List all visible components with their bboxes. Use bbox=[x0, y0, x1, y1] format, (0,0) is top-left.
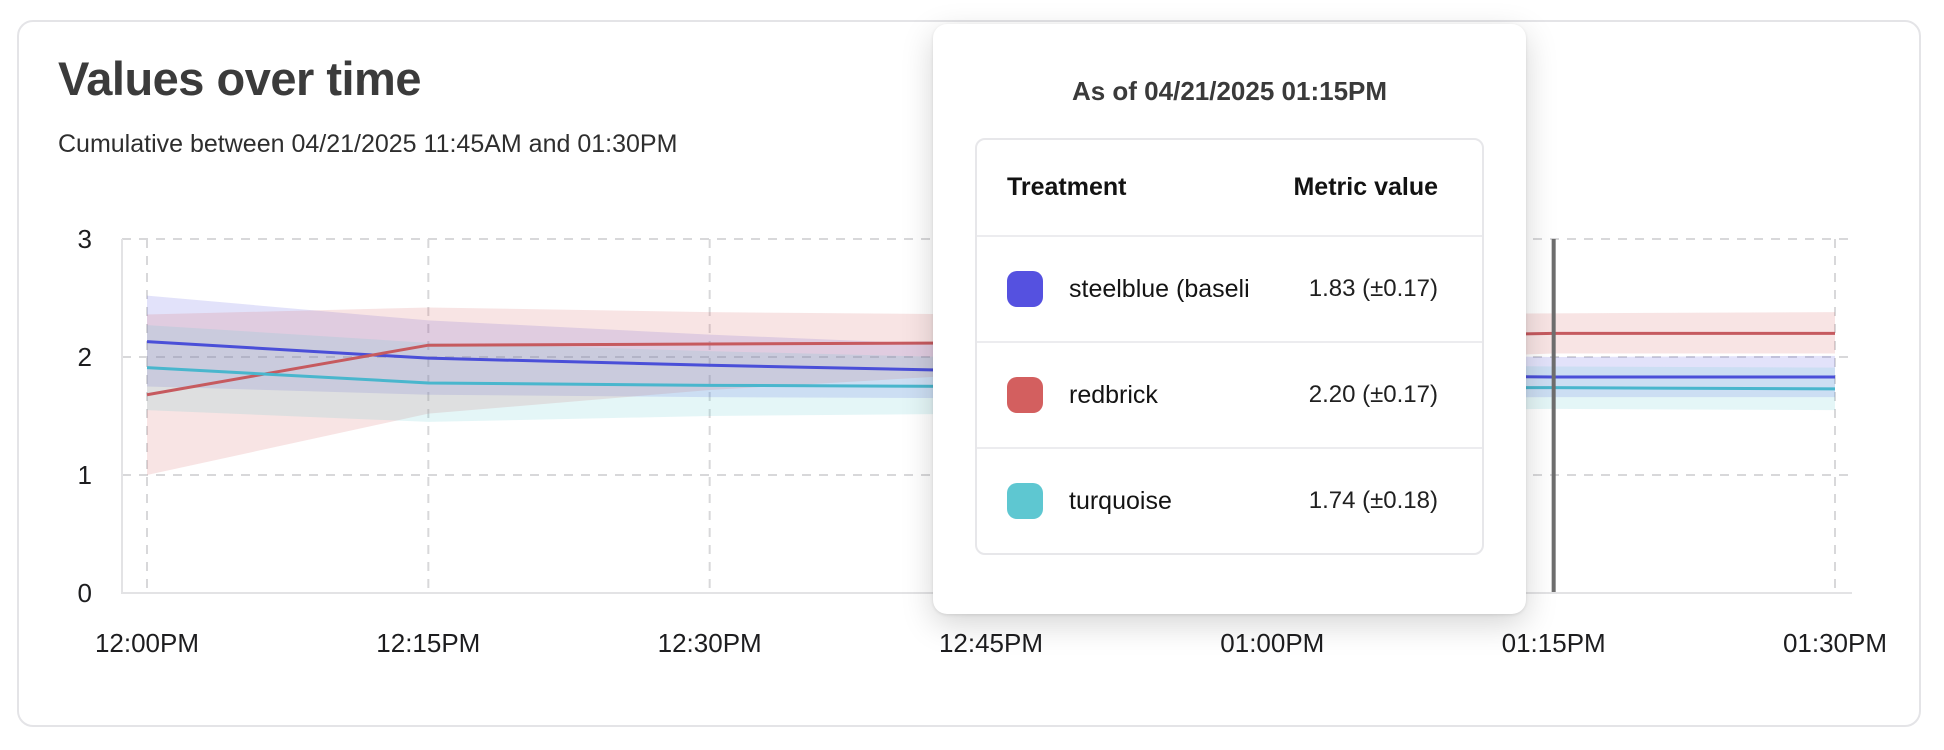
metric-value: 1.83 (±0.17) bbox=[1308, 275, 1438, 302]
y-tick-label: 0 bbox=[78, 578, 92, 608]
x-tick-label: 12:45PM bbox=[939, 628, 1043, 658]
y-tick-label: 2 bbox=[78, 342, 92, 372]
x-tick-label: 12:00PM bbox=[95, 628, 199, 658]
series-swatch-2 bbox=[1007, 483, 1043, 519]
y-tick-label: 1 bbox=[78, 460, 92, 490]
treatment-label: steelblue (baseli bbox=[1069, 274, 1250, 303]
tooltip-table-header: Treatment Metric value bbox=[977, 140, 1482, 235]
treatment-row-turquoise: turquoise 1.74 (±0.18) bbox=[977, 447, 1482, 553]
treatment-row-steelblue: steelblue (baseli 1.83 (±0.17) bbox=[977, 235, 1482, 341]
treatment-column-header: Treatment bbox=[1007, 173, 1127, 201]
metric-value: 2.20 (±0.17) bbox=[1308, 381, 1438, 408]
tooltip-table: Treatment Metric value steelblue (baseli… bbox=[975, 138, 1484, 555]
y-tick-label: 3 bbox=[78, 224, 92, 254]
treatment-label: redbrick bbox=[1069, 380, 1158, 409]
series-swatch-0 bbox=[1007, 271, 1043, 307]
x-tick-label: 12:15PM bbox=[376, 628, 480, 658]
chart-subtitle: Cumulative between 04/21/2025 11:45AM an… bbox=[58, 130, 678, 158]
x-tick-label: 01:00PM bbox=[1220, 628, 1324, 658]
x-tick-label: 01:30PM bbox=[1783, 628, 1887, 658]
tooltip-title: As of 04/21/2025 01:15PM bbox=[1071, 76, 1388, 106]
series-swatch-1 bbox=[1007, 377, 1043, 413]
x-tick-label: 12:30PM bbox=[658, 628, 762, 658]
x-tick-label: 01:15PM bbox=[1502, 628, 1606, 658]
chart-title: Values over time bbox=[58, 52, 421, 105]
treatment-row-redbrick: redbrick 2.20 (±0.17) bbox=[977, 341, 1482, 447]
chart-tooltip: As of 04/21/2025 01:15PM Treatment Metri… bbox=[933, 24, 1526, 614]
treatment-label: turquoise bbox=[1069, 486, 1172, 515]
metric-value-column-header: Metric value bbox=[1293, 173, 1438, 201]
metric-value: 1.74 (±0.18) bbox=[1308, 487, 1438, 514]
